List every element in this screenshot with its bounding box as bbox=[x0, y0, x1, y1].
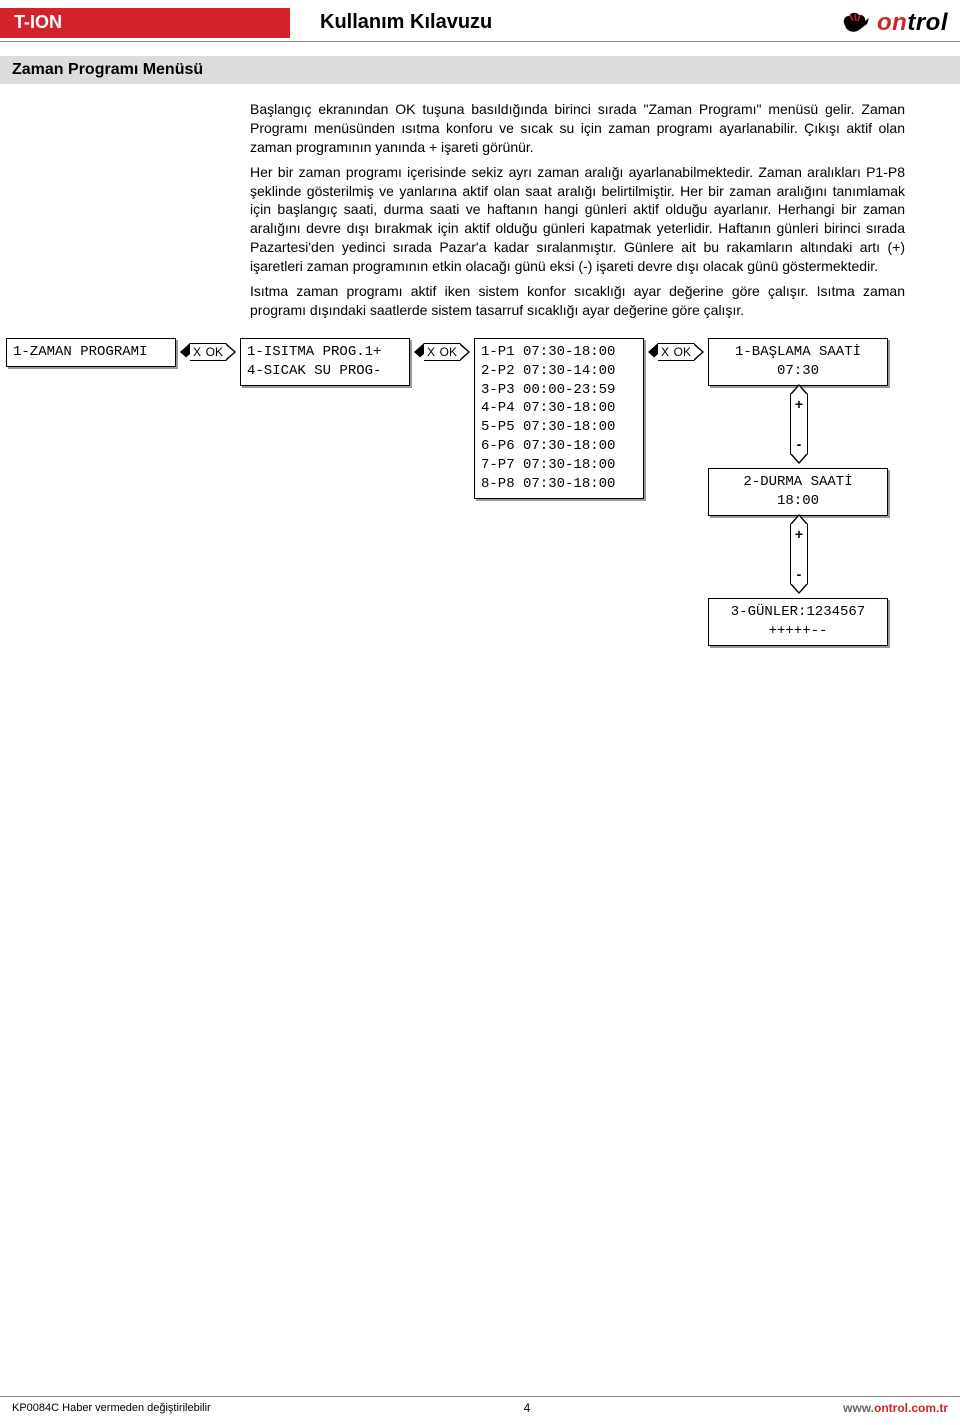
x-label: X bbox=[427, 345, 435, 359]
ok-label: OK bbox=[206, 345, 223, 359]
nav-arrow-3: X OK bbox=[648, 343, 704, 361]
nav-arrow-2: X OK bbox=[414, 343, 470, 361]
paragraph-1: Başlangıç ekranından OK tuşuna basıldığı… bbox=[250, 100, 905, 157]
page-footer: KP0084C Haber vermeden değiştirilebilir … bbox=[0, 1396, 960, 1415]
plus-minus-arrow-1: + - bbox=[790, 384, 808, 464]
minus-label: - bbox=[797, 436, 802, 452]
logo-red: on bbox=[877, 9, 907, 36]
logo-black: trol bbox=[907, 9, 948, 36]
page-number: 4 bbox=[211, 1401, 843, 1415]
screen-baslama: 1-BAŞLAMA SAATİ 07:30 bbox=[708, 338, 888, 386]
body-text: Başlangıç ekranından OK tuşuna basıldığı… bbox=[250, 100, 905, 320]
menu-flow-diagram: 1-ZAMAN PROGRAMI X OK 1-ISITMA PROG.1+ 4… bbox=[0, 338, 960, 738]
glove-icon bbox=[841, 10, 871, 36]
screen-isitma-prog: 1-ISITMA PROG.1+ 4-SICAK SU PROG- bbox=[240, 338, 410, 386]
logo: ontrol bbox=[841, 9, 960, 37]
footer-url: www.ontrol.com.tr bbox=[843, 1401, 948, 1415]
screen-gunler: 3-GÜNLER:1234567 +++++-- bbox=[708, 598, 888, 646]
paragraph-3: Isıtma zaman programı aktif iken sistem … bbox=[250, 282, 905, 320]
x-label: X bbox=[661, 345, 669, 359]
paragraph-2: Her bir zaman programı içerisinde sekiz … bbox=[250, 163, 905, 276]
x-label: X bbox=[193, 345, 201, 359]
screen-p1-p8: 1-P1 07:30-18:00 2-P2 07:30-14:00 3-P3 0… bbox=[474, 338, 644, 499]
product-tab: T-ION bbox=[0, 8, 290, 38]
section-title: Zaman Programı Menüsü bbox=[0, 56, 960, 84]
page-header: T-ION Kullanım Kılavuzu ontrol bbox=[0, 0, 960, 42]
footer-left: KP0084C Haber vermeden değiştirilebilir bbox=[12, 1402, 211, 1414]
ok-label: OK bbox=[674, 345, 691, 359]
minus-label: - bbox=[797, 566, 802, 582]
url-main: ontrol.com.tr bbox=[874, 1401, 948, 1415]
url-prefix: www. bbox=[843, 1401, 874, 1415]
plus-label: + bbox=[795, 396, 803, 412]
nav-arrow-1: X OK bbox=[180, 343, 236, 361]
ok-label: OK bbox=[440, 345, 457, 359]
manual-title: Kullanım Kılavuzu bbox=[320, 11, 841, 34]
screen-durma: 2-DURMA SAATİ 18:00 bbox=[708, 468, 888, 516]
logo-text: ontrol bbox=[877, 9, 948, 37]
screen-zaman-programi: 1-ZAMAN PROGRAMI bbox=[6, 338, 176, 367]
plus-minus-arrow-2: + - bbox=[790, 514, 808, 594]
plus-label: + bbox=[795, 526, 803, 542]
